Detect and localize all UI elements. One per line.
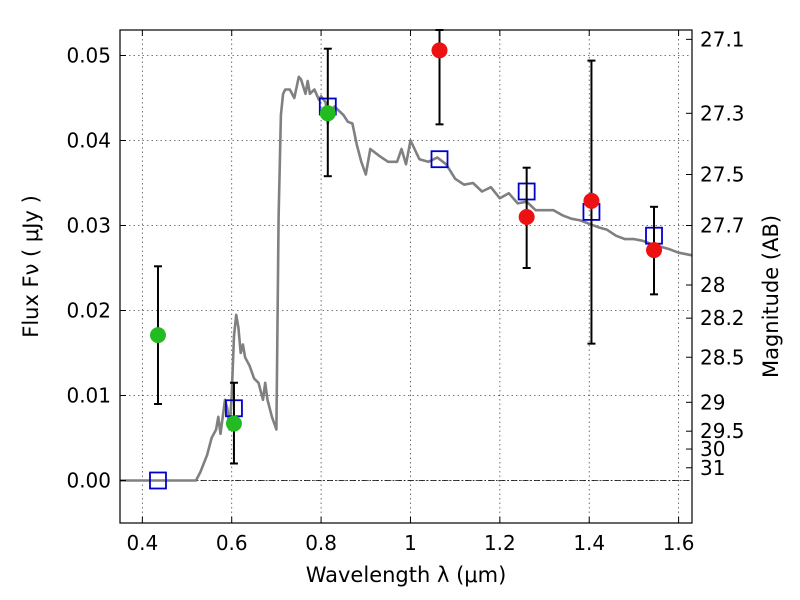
y-axis-title: Flux Fν ( μJy ) xyxy=(19,195,43,338)
y-tick-label: 0.02 xyxy=(66,299,111,323)
right-tick-label: 27.1 xyxy=(700,27,745,51)
observed-flux-point xyxy=(225,415,242,432)
x-tick-label: 0.6 xyxy=(216,531,248,555)
right-tick-label: 28.5 xyxy=(700,345,745,369)
x-tick-label: 1.4 xyxy=(573,531,605,555)
observed-flux-point xyxy=(518,209,535,225)
x-axis-title: Wavelength λ (μm) xyxy=(306,563,507,587)
right-tick-label: 31 xyxy=(700,456,725,480)
right-tick-label: 28.2 xyxy=(700,306,745,330)
model-photometry-square xyxy=(149,471,167,490)
right-tick-label: 27.3 xyxy=(700,101,745,125)
y-tick-label: 0.04 xyxy=(66,129,111,153)
observed-flux-point xyxy=(149,327,166,344)
plot-frame xyxy=(119,29,693,524)
y-tick-label: 0.03 xyxy=(66,214,111,238)
ticks: 0.4 0.6 0.8 1 1.2 1.4 1.6 0.00 0.01 0.02 0.03 0.04 0… xyxy=(66,27,744,555)
right-tick-label: 30 xyxy=(700,437,725,461)
observed-flux-point xyxy=(431,42,448,59)
observed-flux-point xyxy=(583,192,600,209)
right-tick-label: 28 xyxy=(700,273,725,297)
y-tick-label: 0.01 xyxy=(66,384,111,408)
model-spectrum-line xyxy=(120,75,693,482)
right-tick-label: 27.5 xyxy=(700,163,745,187)
x-tick-label: 1.2 xyxy=(484,531,516,555)
model-photometry-square xyxy=(430,150,449,169)
right-axis-title: Magnitude (AB) xyxy=(759,215,783,378)
grid xyxy=(120,30,692,523)
observed-flux-point xyxy=(646,242,663,259)
right-tick-label: 27.7 xyxy=(700,214,745,238)
right-tick-label: 29.5 xyxy=(700,419,745,443)
observed-flux-point xyxy=(319,105,336,122)
x-tick-label: 0.8 xyxy=(305,531,337,555)
y-tick-label: 0.05 xyxy=(66,44,111,68)
x-tick-label: 0.4 xyxy=(126,531,158,555)
series-layer xyxy=(120,29,693,490)
x-tick-label: 1 xyxy=(404,531,417,555)
y-tick-label: 0.00 xyxy=(66,469,111,493)
x-tick-label: 1.6 xyxy=(663,531,695,555)
right-tick-label: 29 xyxy=(700,390,725,414)
